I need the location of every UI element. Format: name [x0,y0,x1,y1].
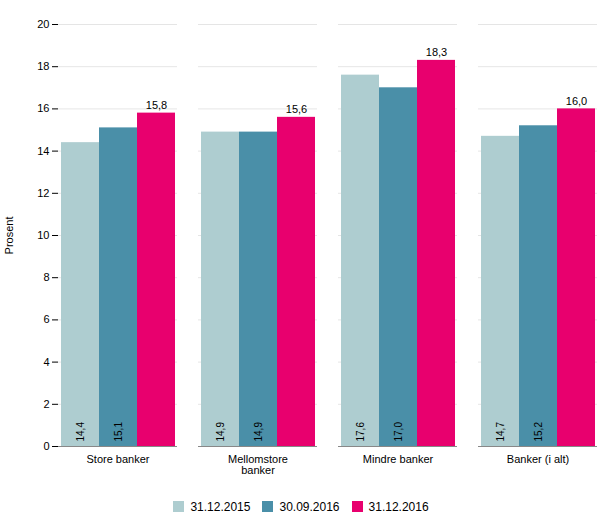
svg-text:18: 18 [37,60,49,72]
svg-text:Store banker: Store banker [87,453,150,465]
svg-text:17,6: 17,6 [355,422,366,442]
svg-text:6: 6 [43,313,49,325]
svg-text:16,0: 16,0 [566,95,587,107]
svg-text:15,6: 15,6 [286,103,307,115]
svg-text:18,3: 18,3 [426,46,447,58]
svg-text:0: 0 [43,440,49,452]
svg-text:4: 4 [43,356,49,368]
svg-text:14,7: 14,7 [495,422,506,442]
svg-text:2: 2 [43,398,49,410]
svg-text:15,1: 15,1 [113,422,124,442]
svg-text:16: 16 [37,102,49,114]
svg-text:Prosent: Prosent [3,217,15,255]
svg-text:8: 8 [43,271,49,283]
svg-text:Mindre banker: Mindre banker [363,453,434,465]
svg-text:17,0: 17,0 [393,422,404,442]
svg-text:15,2: 15,2 [533,422,544,442]
svg-text:14,9: 14,9 [253,422,264,442]
html-text:31.12.2016: 31.12.2016 [368,499,429,514]
html-text:31.12.2015: 31.12.2015 [190,499,251,514]
svg-text:15,8: 15,8 [146,99,167,111]
svg-text:20: 20 [37,18,49,30]
svg-text:12: 12 [37,187,49,199]
svg-text:14: 14 [37,145,49,157]
svg-text:Mellomstorebanker: Mellomstorebanker [228,453,288,476]
svg-text:10: 10 [37,229,49,241]
svg-text:Banker (i alt): Banker (i alt) [507,453,569,465]
html-text:30.09.2016: 30.09.2016 [279,499,340,514]
svg-text:14,4: 14,4 [75,422,86,442]
svg-text:14,9: 14,9 [215,422,226,442]
